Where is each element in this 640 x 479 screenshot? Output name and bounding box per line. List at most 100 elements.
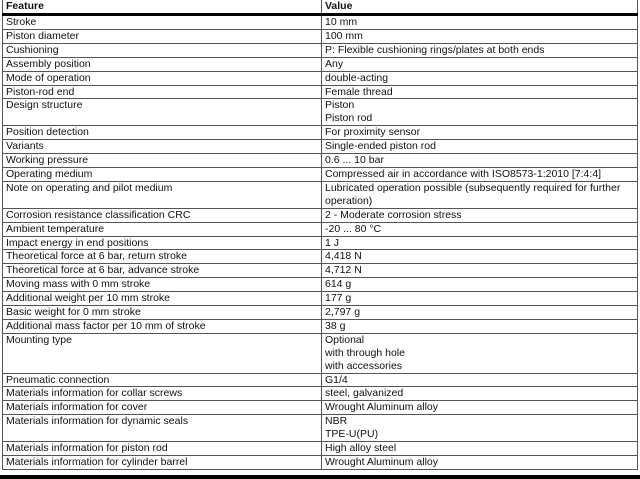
value-line: P: Flexible cushioning rings/plates at b… xyxy=(325,43,545,56)
table-row: Moving mass with 0 mm stroke 614 g xyxy=(2,277,638,293)
feature-cell: Working pressure xyxy=(2,153,322,168)
value-cell: Optional with through hole with accessorie… xyxy=(321,332,638,374)
value-line: Wrought Aluminum alloy xyxy=(325,456,439,468)
table-row: Mounting type Optional with through hole wi… xyxy=(2,332,638,374)
value-cell: Single-ended piston rod xyxy=(321,139,638,155)
value-cell: 614 g xyxy=(321,277,638,293)
value-cell: double-acting xyxy=(321,70,638,86)
table-row: Additional weight per 10 mm stroke 177 g xyxy=(2,291,638,307)
feature-cell: Mounting type xyxy=(2,332,322,374)
value-cell: 38 g xyxy=(321,318,638,334)
value-line: Piston xyxy=(325,99,355,112)
feature-cell: Materials information for cover xyxy=(2,400,322,416)
value-cell: Piston Piston rod xyxy=(321,98,638,127)
value-line: double-acting xyxy=(325,71,389,84)
value-cell: 10 mm xyxy=(321,14,638,30)
value-line: Lubricated operation possible (subsequen… xyxy=(325,181,621,194)
feature-cell: Pneumatic connection xyxy=(2,372,322,388)
feature-cell: Operating medium xyxy=(2,166,322,182)
value-line: High alloy steel xyxy=(325,442,397,455)
feature-cell: Stroke xyxy=(2,14,322,30)
feature-cell: Basic weight for 0 mm stroke xyxy=(2,305,322,320)
feature-cell: Corrosion resistance classification CRC xyxy=(2,207,322,223)
feature-cell: Materials information for cylinder barre… xyxy=(2,455,322,470)
value-cell: G1/4 xyxy=(321,372,638,388)
table-row: Pneumatic connection G1/4 xyxy=(2,372,638,388)
table-row: Additional mass factor per 10 mm of stro… xyxy=(2,318,638,334)
feature-cell: Mode of operation xyxy=(2,70,322,86)
feature-cell: Additional mass factor per 10 mm of stro… xyxy=(2,318,322,334)
value-line: 2 - Moderate corrosion stress xyxy=(325,208,462,221)
table-row: Piston-rod end Female thread xyxy=(2,84,638,100)
value-cell: 4,712 N xyxy=(321,263,638,279)
table-row: Materials information for cover Wrought A… xyxy=(2,400,638,416)
value-line: Piston rod xyxy=(325,112,373,125)
feature-cell: Materials information for piston rod xyxy=(2,441,322,456)
table-row: Materials information for dynamic seals N… xyxy=(2,414,638,443)
feature-cell: Additional weight per 10 mm stroke xyxy=(2,291,322,307)
value-line: with through hole xyxy=(325,346,405,359)
feature-cell: Piston-rod end xyxy=(2,84,322,100)
value-line: 0.6 ... 10 bar xyxy=(325,154,384,167)
value-line: 614 g xyxy=(325,278,352,291)
feature-cell: Impact energy in end positions xyxy=(2,235,322,251)
table-row: Piston diameter 100 mm xyxy=(2,28,638,44)
value-cell: 0.6 ... 10 bar xyxy=(321,153,638,168)
table-row: Corrosion resistance classification CRC 2… xyxy=(2,207,638,223)
feature-cell: Theoretical force at 6 bar, advance stro… xyxy=(2,263,322,279)
value-cell: Female thread xyxy=(321,84,638,100)
table-row: Assembly position Any xyxy=(2,56,638,72)
value-line: Any xyxy=(325,57,344,70)
spec-table: Feature Value Stroke 10 mm Piston diameter… xyxy=(2,0,638,470)
table-row: Theoretical force at 6 bar, advance stro… xyxy=(2,263,638,279)
value-cell: 2 - Moderate corrosion stress xyxy=(321,207,638,223)
feature-cell: Materials information for collar screws xyxy=(2,386,322,402)
table-row: Stroke 10 mm xyxy=(2,14,638,30)
value-line: 1 J xyxy=(325,236,340,249)
table-row: Mode of operation double-acting xyxy=(2,70,638,86)
value-line: For proximity sensor xyxy=(325,126,421,139)
value-line: 4,712 N xyxy=(325,264,362,277)
table-row: Design structure Piston Piston rod xyxy=(2,98,638,127)
value-line: steel, galvanized xyxy=(325,387,404,400)
value-cell: For proximity sensor xyxy=(321,125,638,141)
table-row: Variants Single-ended piston rod xyxy=(2,139,638,155)
table-header: Feature Value xyxy=(2,0,638,16)
value-line: Wrought Aluminum alloy xyxy=(325,401,439,414)
value-line: with accessories xyxy=(325,359,403,372)
value-cell: -20 ... 80 °C xyxy=(321,221,638,237)
value-line: 2,797 g xyxy=(325,306,361,319)
feature-cell: Cushioning xyxy=(2,42,322,58)
feature-cell: Note on operating and pilot medium xyxy=(2,180,322,209)
table-row: Cushioning P: Flexible cushioning rings/p… xyxy=(2,42,638,58)
value-line: operation) xyxy=(325,194,373,207)
bottom-border xyxy=(0,475,640,479)
header-feature: Feature xyxy=(2,0,322,16)
feature-cell: Design structure xyxy=(2,98,322,127)
value-cell: 1 J xyxy=(321,235,638,251)
table-row: Materials information for collar screws s… xyxy=(2,386,638,402)
table-row: Impact energy in end positions 1 J xyxy=(2,235,638,251)
value-cell: 4,418 N xyxy=(321,249,638,265)
feature-cell: Piston diameter xyxy=(2,28,322,44)
value-line: NBR xyxy=(325,415,348,428)
value-line: 4,418 N xyxy=(325,250,362,263)
header-value: Value xyxy=(321,0,638,16)
value-line: Female thread xyxy=(325,85,393,98)
value-line: 10 mm xyxy=(325,16,358,28)
value-line: G1/4 xyxy=(325,373,348,386)
feature-cell: Theoretical force at 6 bar, return strok… xyxy=(2,249,322,265)
value-cell: P: Flexible cushioning rings/plates at b… xyxy=(321,42,638,58)
table-row: Working pressure 0.6 ... 10 bar xyxy=(2,153,638,168)
table-row: Operating medium Compressed air in accord… xyxy=(2,166,638,182)
value-line: TPE-U(PU) xyxy=(325,428,379,441)
feature-cell: Assembly position xyxy=(2,56,322,72)
value-cell: Wrought Aluminum alloy xyxy=(321,400,638,416)
table-row: Ambient temperature -20 ... 80 °C xyxy=(2,221,638,237)
value-line: Compressed air in accordance with ISO857… xyxy=(325,167,602,180)
value-line: 38 g xyxy=(325,319,346,332)
feature-cell: Materials information for dynamic seals xyxy=(2,414,322,443)
value-line: Optional xyxy=(325,333,365,346)
value-cell: 100 mm xyxy=(321,28,638,44)
value-line: 100 mm xyxy=(325,29,363,42)
